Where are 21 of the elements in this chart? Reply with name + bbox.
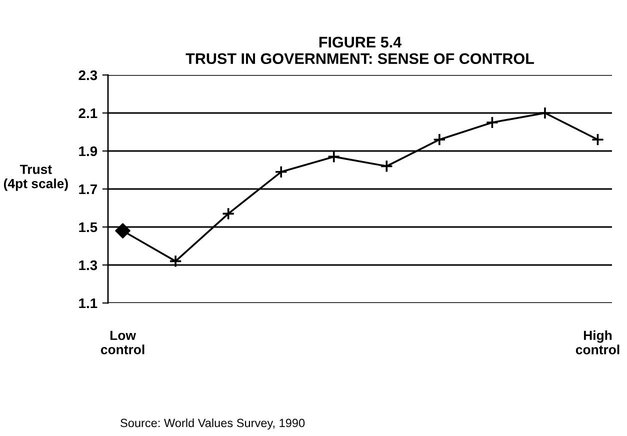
x-tick-label: Low control bbox=[100, 330, 144, 354]
y-tick-label: 2.1 bbox=[78, 108, 98, 118]
y-tick-label: 1.1 bbox=[79, 298, 98, 308]
x-tick-label: High control bbox=[576, 330, 620, 354]
point bbox=[380, 160, 394, 173]
point bbox=[486, 116, 499, 129]
point bbox=[432, 133, 446, 146]
point bbox=[222, 207, 235, 220]
point bbox=[274, 165, 288, 178]
y-tick-label: 1.7 bbox=[79, 184, 97, 194]
point bbox=[591, 133, 604, 146]
y-tick-label: 2.3 bbox=[78, 70, 98, 80]
source-note: Source: World Values Survey, 1990 bbox=[120, 418, 305, 430]
y-axis-title: Trust (4pt scale) bbox=[4, 164, 68, 191]
point bbox=[169, 254, 182, 268]
point bbox=[327, 150, 340, 164]
point bbox=[538, 106, 552, 120]
y-tick-label: 1.9 bbox=[79, 146, 98, 156]
y-tick-label: 1.5 bbox=[79, 222, 98, 232]
y-tick-label: 1.3 bbox=[79, 260, 98, 270]
chart-title: FIGURE 5.4 TRUST IN GOVERNMENT: SENSE OF CONTROL bbox=[186, 36, 534, 64]
